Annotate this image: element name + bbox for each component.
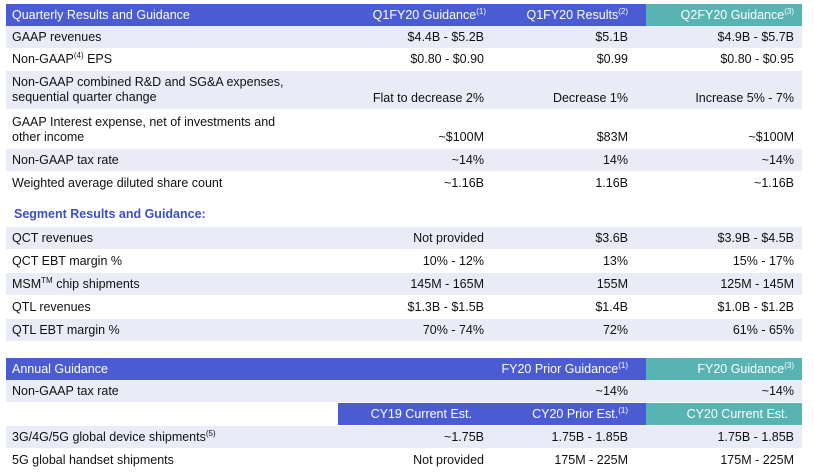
row-value: $1.0B - $1.2B	[717, 300, 794, 314]
table-row: Non-GAAP(4) EPS $0.80 - $0.90 $0.99 $0.8…	[6, 48, 802, 70]
row-value: 145M - 165M	[410, 277, 484, 291]
row-value: Decrease 1%	[552, 91, 628, 105]
row-label: 3G/4G/5G global device shipments(5)	[12, 428, 216, 444]
row-value: 125M - 145M	[720, 277, 794, 291]
row-value: 15% - 17%	[732, 254, 794, 268]
row-label: GAAP Interest expense, net of investment…	[12, 115, 276, 144]
quarterly-header: Quarterly Results and Guidance Q1FY20 Gu…	[6, 4, 646, 26]
row-value: $0.80 - $0.95	[720, 52, 794, 66]
annual-title: Annual Guidance	[12, 362, 108, 376]
row-value: 175M - 225M	[554, 453, 628, 467]
quarterly-title: Quarterly Results and Guidance	[12, 8, 190, 22]
row-label: Non-GAAP combined R&D and SG&A expenses,…	[12, 75, 284, 104]
row-value: Flat to decrease 2%	[372, 91, 484, 105]
table-row: GAAP revenues $4.4B - $5.2B $5.1B $4.9B …	[6, 26, 802, 48]
row-value: $0.99	[596, 52, 628, 66]
row-value: ~14%	[761, 384, 794, 398]
row-value: 14%	[602, 153, 628, 167]
table-row: Non-GAAP tax rate ~14% 14% ~14%	[6, 149, 802, 171]
row-value: $0.80 - $0.90	[410, 52, 484, 66]
row-label: QTL revenues	[12, 300, 91, 314]
row-value: ~$100M	[438, 130, 484, 144]
q1fy20-guidance-header: Q1FY20 Guidance(1)	[372, 6, 486, 22]
row-value: Not provided	[413, 453, 484, 467]
row-value: $3.9B - $4.5B	[717, 231, 794, 245]
row-value: $83M	[596, 130, 628, 144]
fy20-guidance-header: FY20 Guidance(3)	[646, 358, 802, 380]
row-value: $5.1B	[595, 30, 628, 44]
table-row: Non-GAAP combined R&D and SG&A expenses,…	[6, 71, 802, 109]
row-value: 13%	[602, 254, 628, 268]
row-value: ~14%	[761, 153, 794, 167]
row-value: 72%	[602, 323, 628, 337]
row-value: $3.6B	[595, 231, 628, 245]
row-label: QCT EBT margin %	[12, 254, 122, 268]
row-value: 1.75B - 1.85B	[551, 430, 628, 444]
q2fy20-guidance-header: Q2FY20 Guidance(3)	[646, 4, 802, 26]
row-value: 1.75B - 1.85B	[717, 430, 794, 444]
row-value: ~14%	[451, 153, 484, 167]
table-row: GAAP Interest expense, net of investment…	[6, 110, 802, 148]
row-label: MSMTM chip shipments	[12, 275, 140, 291]
row-value: 1.16B	[595, 176, 628, 190]
row-value: $4.9B - $5.7B	[717, 30, 794, 44]
cy20-current-est-header: CY20 Current Est.	[646, 403, 802, 425]
segment-title: Segment Results and Guidance:	[14, 207, 206, 221]
row-value: $4.4B - $5.2B	[407, 30, 484, 44]
cy19-current-est-header: CY19 Current Est.	[370, 407, 472, 421]
table-row: 3G/4G/5G global device shipments(5) ~1.7…	[6, 426, 802, 448]
row-value: 155M	[596, 277, 628, 291]
annual-header: Annual Guidance FY20 Prior Guidance(1)	[6, 358, 646, 380]
row-label: Non-GAAP tax rate	[12, 384, 119, 398]
row-value: 70% - 74%	[422, 323, 484, 337]
table-row: QCT revenues Not provided $3.6B $3.9B - …	[6, 227, 802, 249]
row-label: QTL EBT margin %	[12, 323, 120, 337]
row-label: 5G global handset shipments	[12, 453, 174, 467]
row-value: $1.4B	[595, 300, 628, 314]
table-row: MSMTM chip shipments 145M - 165M 155M 12…	[6, 273, 802, 295]
row-value: Increase 5% - 7%	[695, 91, 794, 105]
row-value: $1.3B - $1.5B	[407, 300, 484, 314]
table-row: QTL revenues $1.3B - $1.5B $1.4B $1.0B -…	[6, 296, 802, 318]
table-row: Non-GAAP tax rate ~14% ~14%	[6, 380, 802, 402]
row-label: Non-GAAP tax rate	[12, 153, 119, 167]
cy20-prior-est-header: CY20 Prior Est.(1)	[532, 405, 628, 421]
row-value: ~1.75B	[444, 430, 484, 444]
row-value: 175M - 225M	[720, 453, 794, 467]
table-row: 5G global handset shipments Not provided…	[6, 449, 802, 471]
row-value: ~$100M	[748, 130, 794, 144]
row-label: GAAP revenues	[12, 30, 102, 44]
row-label: Weighted average diluted share count	[12, 176, 223, 190]
row-label: Non-GAAP(4) EPS	[12, 50, 113, 66]
q1fy20-results-header: Q1FY20 Results(2)	[526, 6, 629, 22]
table-row: QCT EBT margin % 10% - 12% 13% 15% - 17%	[6, 250, 802, 272]
table-row: Weighted average diluted share count ~1.…	[6, 172, 802, 194]
row-value: ~1.16B	[444, 176, 484, 190]
row-value: ~1.16B	[754, 176, 794, 190]
row-value: ~14%	[595, 384, 628, 398]
row-value: 10% - 12%	[422, 254, 484, 268]
row-value: Not provided	[413, 231, 484, 245]
annual-subheader: CY19 Current Est. CY20 Prior Est.(1)	[338, 403, 646, 425]
table-row: QTL EBT margin % 70% - 74% 72% 61% - 65%	[6, 319, 802, 341]
row-value: 61% - 65%	[732, 323, 794, 337]
fy20-prior-guidance-header: FY20 Prior Guidance(1)	[501, 360, 628, 376]
row-label: QCT revenues	[12, 231, 94, 245]
